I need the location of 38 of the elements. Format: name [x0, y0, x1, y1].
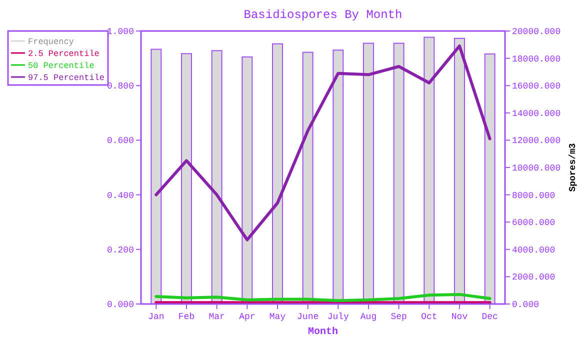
x-tick-label: Oct	[421, 312, 438, 322]
x-tick-label: Sep	[390, 312, 407, 322]
y-tick-label: 0.000	[106, 300, 134, 310]
x-tick-label: May	[269, 312, 286, 322]
x-tick-label: June	[297, 312, 319, 322]
x-axis-title: Month	[308, 326, 338, 338]
y2-tick-label: 20000.000	[512, 27, 561, 37]
y-tick-label: 0.800	[106, 82, 134, 92]
y-tick-label: 0.200	[106, 245, 134, 256]
y2-tick-label: 0.000	[512, 300, 540, 310]
y-tick-label: 1.000	[106, 27, 134, 37]
y2-tick-label: 12000.000	[512, 136, 561, 146]
x-tick-label: July	[327, 312, 350, 322]
y2-tick-label: 10000.000	[512, 164, 561, 174]
legend-label: 97.5 Percentile	[28, 73, 105, 83]
x-tick-label: Mar	[208, 312, 225, 322]
x-tick-label: Aug	[360, 312, 377, 322]
y2-tick-label: 18000.000	[512, 54, 561, 64]
y2-tick-label: 14000.000	[512, 108, 561, 119]
y-tick-label: 0.400	[106, 190, 134, 201]
x-tick-label: Dec	[482, 312, 498, 322]
chart-title: Basidiospores By Month	[244, 8, 402, 22]
legend-label: Frequency	[28, 37, 74, 47]
y2-tick-label: 6000.000	[512, 218, 556, 228]
y2-tick-label: 2000.000	[512, 272, 556, 283]
y-tick-label: 0.600	[106, 136, 134, 146]
legend-label: 2.5 Percentile	[28, 49, 100, 59]
y2-tick-label: 4000.000	[512, 245, 556, 256]
legend-label: 50 Percentile	[28, 61, 94, 71]
line-series	[154, 292, 492, 302]
y2-axis-title: Spores/m3	[568, 143, 578, 192]
line-series	[154, 44, 492, 242]
y2-tick-label: 8000.000	[512, 190, 556, 201]
y2-tick-label: 16000.000	[512, 82, 561, 92]
x-tick-label: Nov	[451, 312, 468, 322]
x-tick-label: Feb	[178, 312, 195, 322]
x-tick-label: Apr	[239, 312, 256, 322]
x-tick-label: Jan	[148, 312, 164, 322]
